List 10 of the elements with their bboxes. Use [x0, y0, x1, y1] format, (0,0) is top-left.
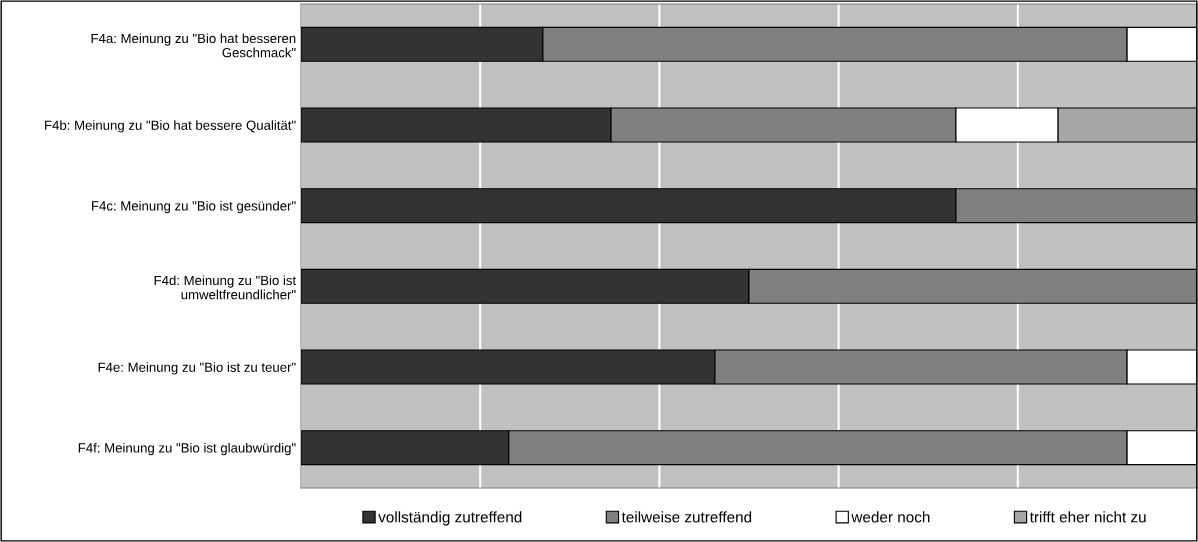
legend-label: vollständig zutreffend: [378, 511, 522, 526]
legend-label: weder noch: [851, 511, 930, 523]
y-tick-label: F4c: Meinung zu "Bio ist gesünder": [92, 200, 296, 214]
legend-label: teilweise zutreffend: [621, 511, 752, 523]
y-tick-label: F4a: Meinung zu "Bio hat besseren Geschmack": [91, 33, 296, 58]
y-tick-label: F4d: Meinung zu "Bio ist umweltfreundlicher": [154, 275, 297, 300]
y-tick-label: F4f: Meinung zu "Bio ist glaubwürdig": [78, 442, 296, 456]
y-tick-label: F4e: Meinung zu "Bio ist zu teuer": [98, 362, 296, 375]
y-tick-label: F4b: Meinung zu "Bio hat bessere Qualität": [45, 120, 296, 133]
legend-label: trifft eher nicht zu: [1029, 511, 1146, 523]
